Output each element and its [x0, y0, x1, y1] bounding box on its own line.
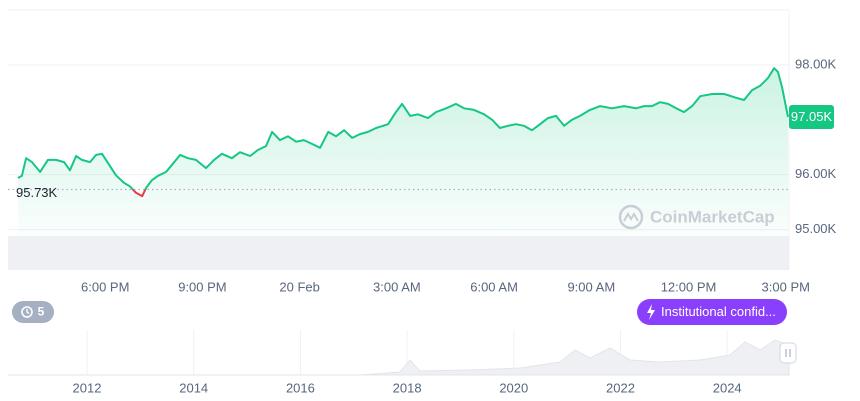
timeline-label: 2020	[499, 380, 528, 395]
news-text[interactable]: Institutional confid...	[661, 304, 776, 319]
timeline-label: 2016	[286, 380, 315, 395]
timeline-brush	[8, 339, 797, 376]
timeline-label: 2024	[713, 380, 742, 395]
timeline-label: 2022	[606, 380, 635, 395]
y-tick-label: 98.00K	[795, 56, 837, 71]
x-tick-label: 6:00 AM	[470, 279, 518, 294]
watermark-text: CoinMarketCap	[650, 207, 775, 226]
current-price-label: 97.05K	[791, 109, 833, 124]
watermark: CoinMarketCap	[618, 204, 775, 230]
history-count[interactable]: 5	[38, 305, 45, 319]
x-tick-label: 3:00 PM	[762, 279, 810, 294]
timeline-label: 2018	[393, 380, 422, 395]
x-tick-label: 3:00 AM	[373, 279, 421, 294]
reference-label: 95.73K	[16, 185, 58, 200]
timeline-label: 2014	[179, 380, 208, 395]
price-area	[18, 68, 789, 236]
volume-area	[8, 236, 789, 270]
y-tick-label: 95.00K	[795, 221, 837, 236]
x-tick-label: 6:00 PM	[81, 279, 129, 294]
x-tick-label: 9:00 AM	[567, 279, 615, 294]
x-tick-label: 9:00 PM	[178, 279, 226, 294]
x-tick-label: 12:00 PM	[661, 279, 717, 294]
x-tick-label: 20 Feb	[279, 279, 319, 294]
history-badge[interactable]: 5	[6, 301, 54, 323]
price-line	[17, 67, 789, 198]
current-price-tag	[789, 105, 834, 130]
timeline-label: 2012	[73, 380, 102, 395]
news-badge[interactable]: Institutional confid...	[637, 299, 787, 325]
y-tick-label: 96.00K	[795, 166, 837, 181]
